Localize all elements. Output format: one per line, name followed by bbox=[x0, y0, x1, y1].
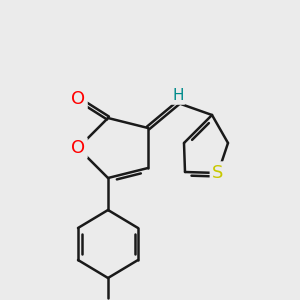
Text: H: H bbox=[172, 88, 184, 103]
Text: O: O bbox=[71, 139, 85, 157]
Text: S: S bbox=[212, 164, 224, 182]
Text: O: O bbox=[71, 90, 85, 108]
